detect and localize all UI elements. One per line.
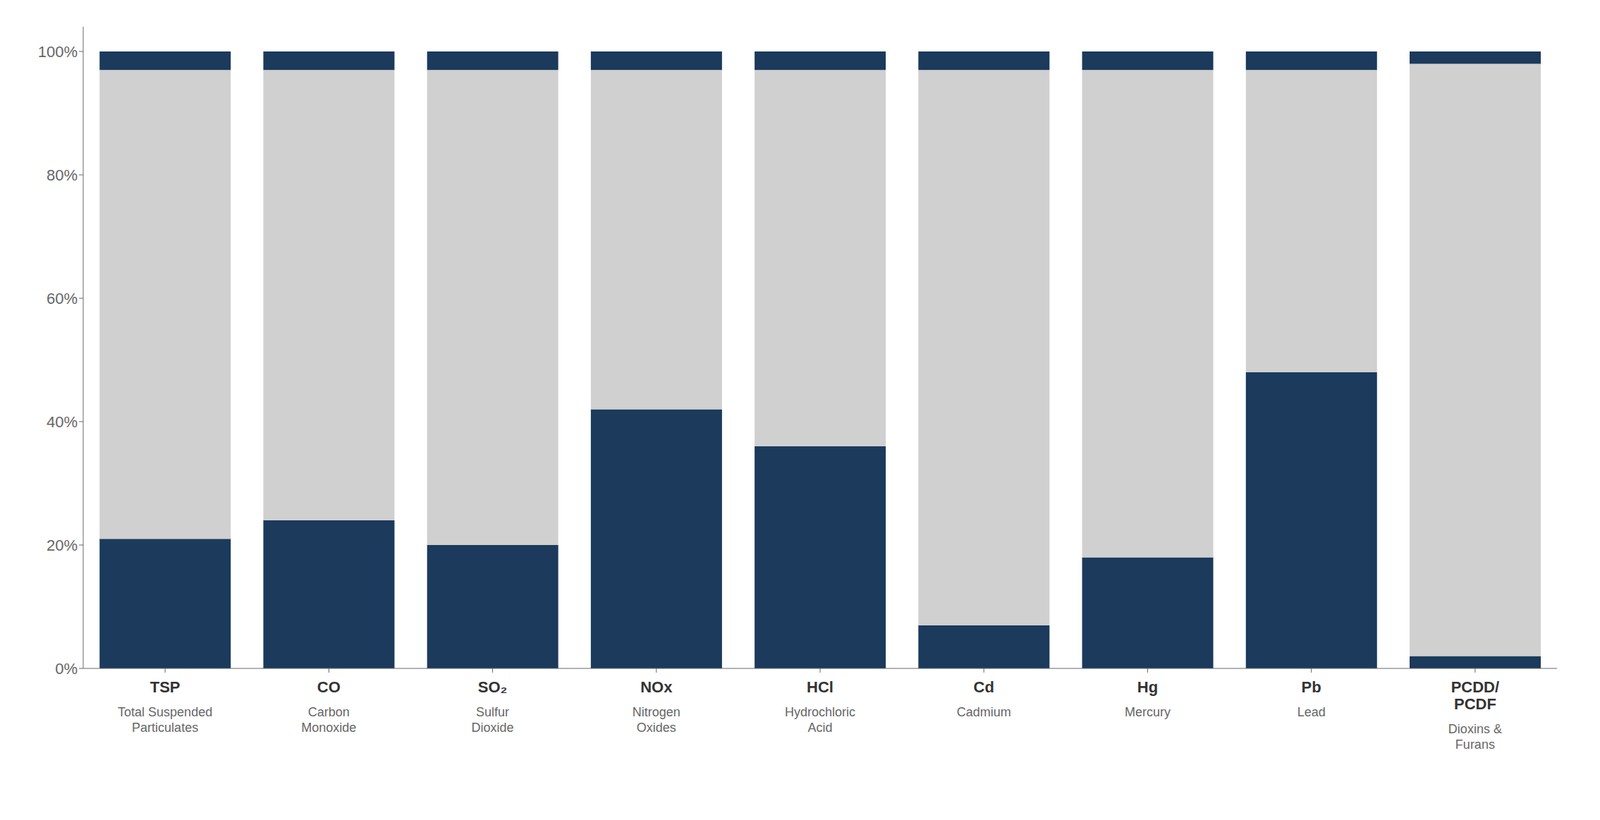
svg-text:Cadmium: Cadmium	[956, 705, 1012, 720]
svg-text:100%: 100%	[38, 43, 78, 61]
svg-text:80%: 80%	[46, 166, 78, 185]
svg-text:CarbonMonoxide: CarbonMonoxide	[301, 705, 357, 735]
svg-text:Total SuspendedParticulates: Total SuspendedParticulates	[117, 705, 213, 735]
svg-text:Hg: Hg	[1137, 678, 1158, 696]
svg-text:NOx: NOx	[640, 678, 673, 696]
svg-text:60%: 60%	[46, 289, 78, 308]
svg-text:SulfurDioxide: SulfurDioxide	[471, 705, 515, 735]
svg-text:Pb: Pb	[1301, 678, 1322, 696]
svg-text:Dioxins &Furans: Dioxins &Furans	[1448, 722, 1502, 752]
svg-text:SO₂: SO₂	[478, 678, 508, 696]
svg-text:TSP: TSP	[150, 678, 181, 696]
svg-text:HCl: HCl	[806, 678, 834, 696]
svg-text:Mercury: Mercury	[1124, 705, 1171, 720]
svg-text:20%: 20%	[46, 536, 78, 555]
svg-text:40%: 40%	[46, 413, 78, 431]
svg-text:0%: 0%	[55, 660, 78, 678]
svg-text:HydrochloricAcid: HydrochloricAcid	[784, 705, 856, 735]
svg-text:Cd: Cd	[973, 678, 995, 696]
svg-text:NitrogenOxides: NitrogenOxides	[632, 705, 681, 735]
svg-text:PCDD/PCDF: PCDD/PCDF	[1451, 678, 1500, 713]
svg-text:CO: CO	[317, 678, 341, 696]
svg-text:Lead: Lead	[1297, 705, 1326, 720]
